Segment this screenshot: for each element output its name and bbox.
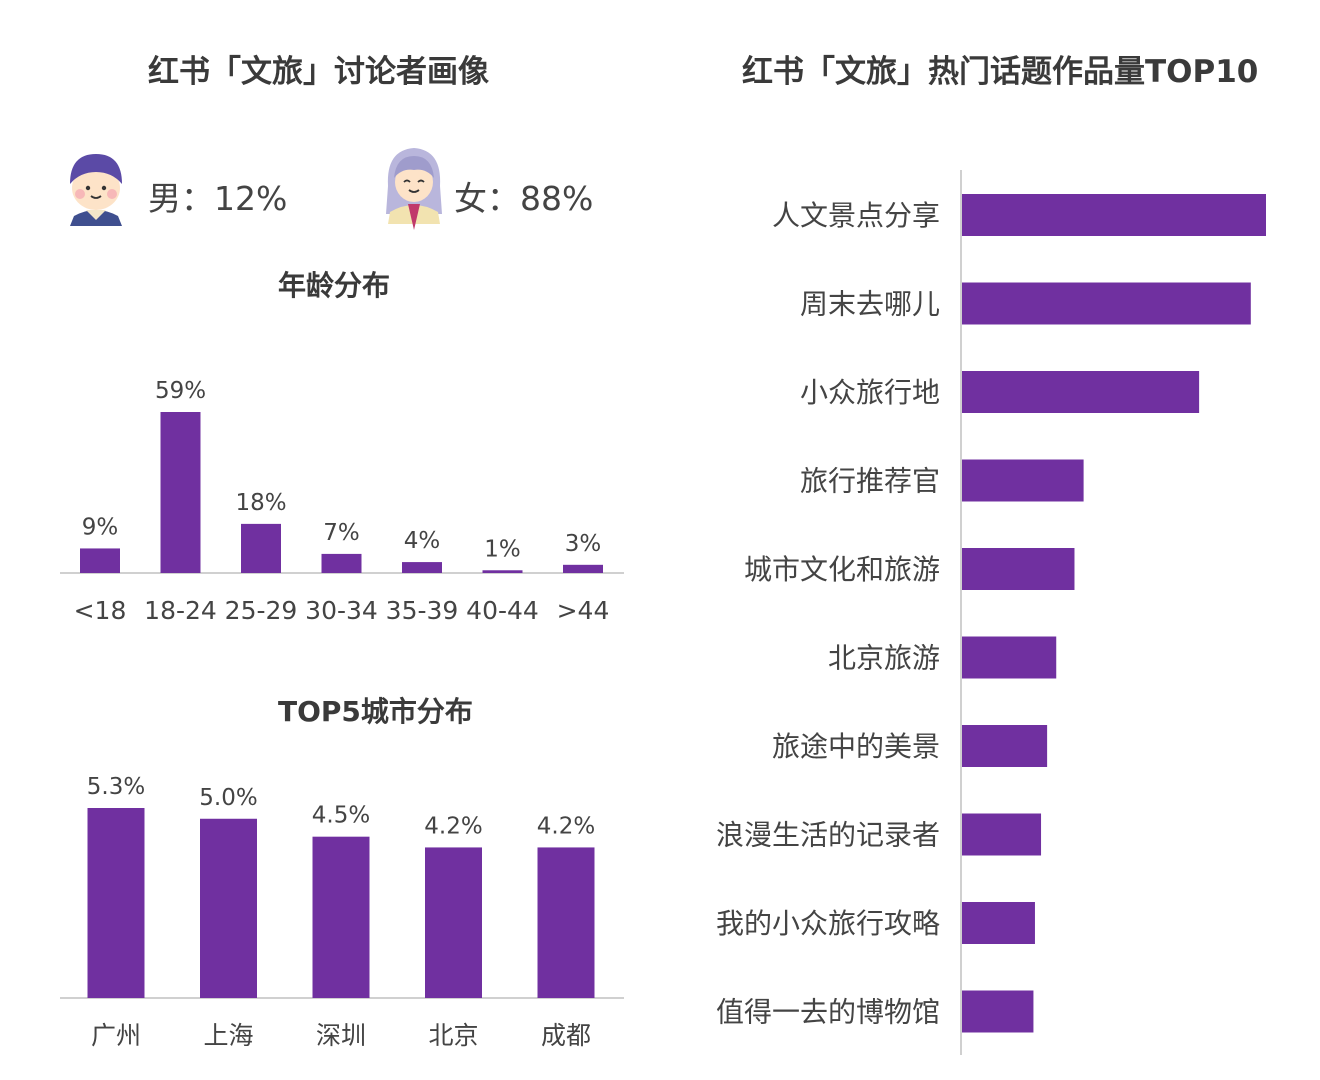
topic-bar	[962, 636, 1057, 679]
city-bar	[200, 818, 257, 998]
age-value-label: 18%	[235, 490, 286, 516]
topic-bar	[962, 194, 1266, 236]
city-bar	[87, 808, 145, 998]
city-bar	[312, 836, 370, 998]
age-bar	[80, 548, 120, 573]
topic-bar	[962, 459, 1084, 502]
topic-bar	[962, 990, 1034, 1033]
topic-bar	[962, 282, 1251, 325]
city-value-label: 4.2%	[537, 813, 595, 839]
topic-category-label: 北京旅游	[828, 642, 940, 675]
age-category-label: 35-39	[386, 596, 459, 625]
city-chart-title: TOP5城市分布	[278, 695, 473, 728]
age-value-label: 7%	[323, 520, 360, 546]
city-category-label: 成都	[541, 1021, 591, 1050]
city-category-label: 广州	[91, 1021, 141, 1050]
age-category-label: 30-34	[305, 596, 378, 625]
age-category-label: >44	[557, 596, 610, 625]
age-bar	[482, 570, 523, 573]
age-bar	[241, 523, 281, 573]
male-ratio-label: 男：12%	[148, 179, 288, 218]
topic-category-label: 旅行推荐官	[800, 465, 940, 498]
city-value-label: 5.3%	[87, 774, 145, 800]
left-title: 红书「文旅」讨论者画像	[148, 54, 489, 90]
age-category-label: 25-29	[225, 596, 298, 625]
city-category-label: 上海	[203, 1021, 253, 1050]
age-value-label: 1%	[484, 536, 521, 562]
topic-category-label: 周末去哪儿	[800, 288, 940, 321]
age-bar	[402, 562, 442, 573]
age-bar	[321, 553, 362, 573]
topic-bar	[962, 548, 1075, 590]
age-value-label: 9%	[82, 514, 119, 540]
age-chart-title: 年龄分布	[278, 269, 391, 302]
topic-category-label: 旅途中的美景	[772, 730, 940, 763]
right-title: 红书「文旅」热门话题作品量TOP10	[742, 54, 1259, 90]
topic-bar	[962, 725, 1048, 767]
topic-bar	[962, 902, 1035, 944]
age-value-label: 4%	[404, 528, 441, 554]
topic-bar	[962, 371, 1200, 413]
age-value-label: 3%	[565, 531, 602, 557]
age-category-label: 40-44	[466, 596, 539, 625]
city-bar	[537, 847, 595, 998]
topic-category-label: 城市文化和旅游	[744, 553, 940, 586]
age-value-label: 59%	[155, 378, 206, 404]
age-bar	[160, 412, 201, 573]
city-value-label: 4.2%	[424, 813, 482, 839]
city-category-label: 北京	[428, 1021, 478, 1050]
topic-category-label: 我的小众旅行攻略	[716, 907, 940, 940]
female-ratio-label: 女：88%	[454, 179, 594, 218]
city-category-label: 深圳	[316, 1021, 366, 1050]
city-value-label: 5.0%	[199, 785, 257, 811]
age-category-label: 18-24	[144, 596, 217, 625]
city-bar	[425, 847, 482, 998]
topic-bar	[962, 813, 1042, 856]
topic-category-label: 人文景点分享	[772, 199, 940, 232]
age-bar	[563, 564, 603, 573]
city-value-label: 4.5%	[312, 803, 370, 829]
topic-category-label: 浪漫生活的记录者	[716, 819, 940, 852]
age-category-label: <18	[74, 596, 127, 625]
topic-category-label: 值得一去的博物馆	[716, 996, 940, 1029]
topic-category-label: 小众旅行地	[800, 376, 940, 409]
